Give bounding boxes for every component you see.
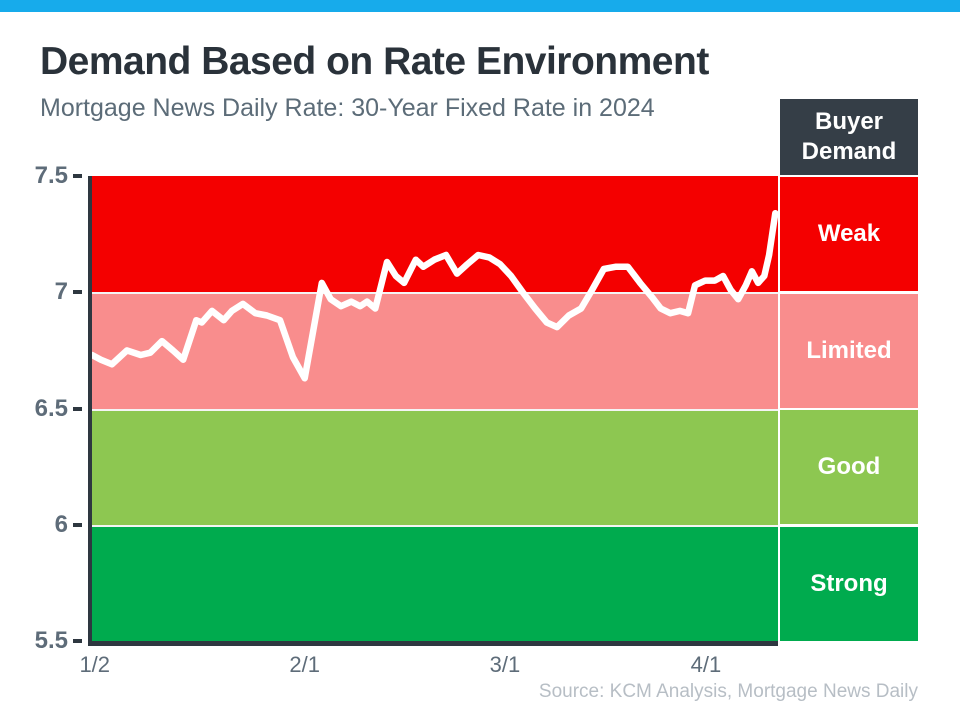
legend-bands: Weak Limited Good Strong	[780, 177, 918, 641]
rate-line	[88, 209, 779, 382]
legend-band-strong: Strong	[780, 526, 918, 641]
legend-band-label: Good	[817, 453, 881, 481]
y-axis: 7.5 7 6.5 6 5.5	[0, 162, 83, 654]
x-tick-label: 4/1	[690, 652, 722, 677]
x-axis-line	[88, 641, 778, 646]
legend-band-limited: Limited	[780, 293, 918, 408]
legend-band-label: Strong	[810, 569, 888, 597]
x-tick-label: 1/2	[79, 652, 111, 677]
buyer-demand-legend: Buyer Demand Weak Limited Good Strong	[780, 99, 918, 641]
legend-band-label: Weak	[817, 220, 881, 248]
band-weak	[92, 176, 778, 293]
legend-band-weak: Weak	[780, 177, 918, 292]
x-tick-label: 3/1	[489, 652, 521, 677]
y-tick-label: 6	[54, 510, 83, 538]
band-strong	[92, 524, 778, 641]
y-tick-label: 7.5	[34, 162, 83, 189]
source-attribution: Source: KCM Analysis, Mortgage News Dail…	[538, 681, 918, 702]
legend-band-label: Limited	[806, 336, 892, 364]
y-tick-label: 7	[54, 278, 83, 306]
x-axis-labels: 1/2 2/1 3/1 4/1	[79, 652, 778, 678]
y-tick-label: 6.5	[34, 394, 83, 422]
rate-line-path	[88, 209, 779, 382]
page-subtitle: Mortgage News Daily Rate: 30-Year Fixed …	[40, 94, 655, 122]
band-good	[92, 408, 778, 525]
y-axis-line	[88, 176, 92, 646]
y-tick-label: 5.5	[34, 627, 83, 654]
legend-header: Buyer Demand	[780, 99, 918, 175]
x-tick-label: 2/1	[289, 652, 320, 677]
top-accent-bar	[0, 0, 960, 12]
legend-band-good: Good	[780, 410, 918, 525]
plot-area	[88, 176, 779, 646]
page-title: Demand Based on Rate Environment	[40, 40, 709, 83]
